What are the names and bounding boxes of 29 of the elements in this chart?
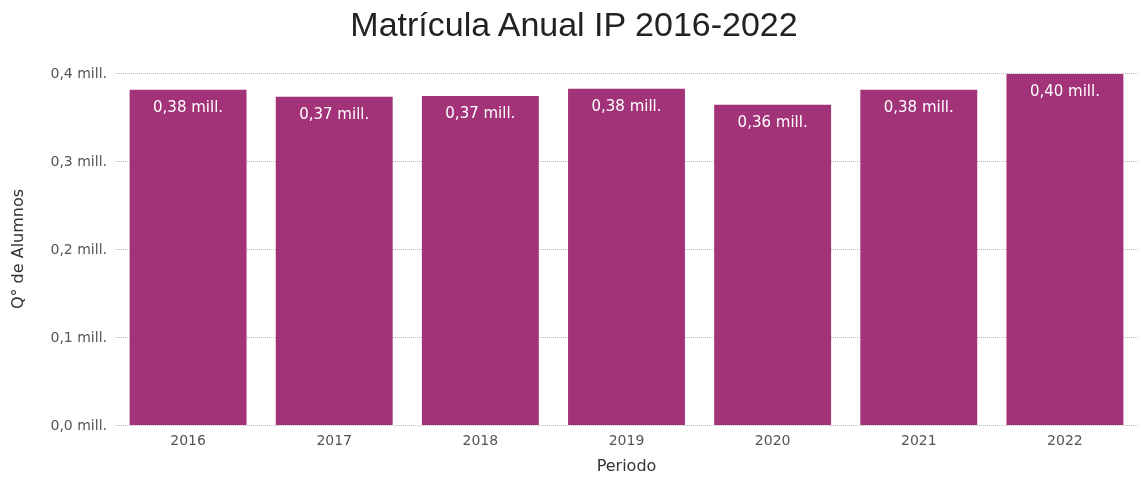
bar [129,89,247,425]
data-label: 0,38 mill. [883,98,954,117]
bar [421,95,539,425]
data-label: 0,38 mill. [591,97,662,116]
x-tick-label: 2016 [170,432,206,448]
y-tick-label: 0,1 mill. [50,329,107,345]
bar [714,104,832,425]
x-axis-title: Periodo [596,455,657,475]
data-label: 0,40 mill. [1029,82,1100,101]
data-label: 0,37 mill. [445,104,516,123]
bar [568,88,685,425]
data-label: 0,38 mill. [153,98,224,117]
bar [275,96,393,425]
x-tick-label: 2018 [462,432,499,448]
x-tick-label: 2019 [608,432,645,448]
bar [860,89,978,425]
bar [1006,73,1124,425]
y-tick-label: 0,3 mill. [50,153,107,169]
data-label: 0,37 mill. [299,105,370,124]
y-tick-label: 0,4 mill. [50,65,107,81]
x-tick-label: 2022 [1047,432,1083,448]
data-label: 0,36 mill. [737,113,808,132]
x-tick-label: 2020 [754,432,791,448]
x-tick-label: 2017 [316,432,353,448]
chart-title: Matrícula Anual IP 2016-2022 [350,5,798,43]
x-tick-label: 2021 [900,432,937,448]
y-tick-label: 0,0 mill. [50,417,107,433]
y-tick-label: 0,2 mill. [50,241,107,257]
y-axis-title: Q° de Alumnos [7,188,27,310]
